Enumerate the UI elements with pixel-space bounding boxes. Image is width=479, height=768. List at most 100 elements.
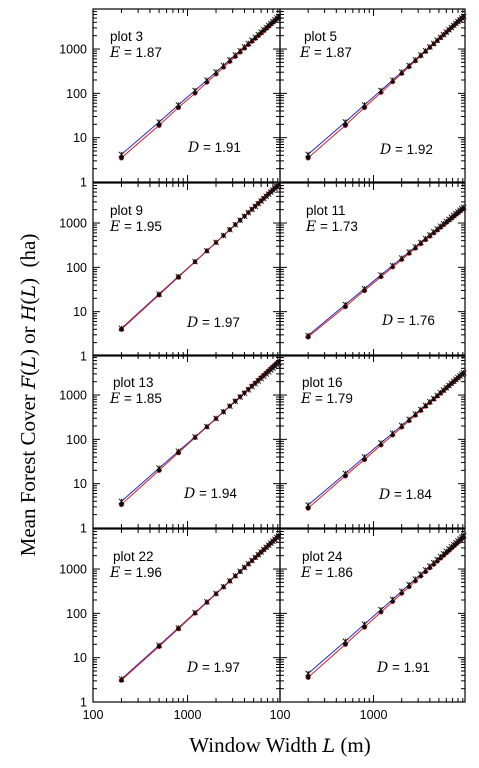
marker-H <box>342 119 349 125</box>
panel-plot-16: plot 16E = 1.79 D = 1.84 <box>279 354 467 529</box>
marker-H <box>412 576 419 582</box>
x-axis-label: Window Width L (m) <box>189 733 370 757</box>
panel-title: plot 16 <box>302 375 343 390</box>
marker-H <box>213 590 219 597</box>
d-number: = 1.91 <box>199 140 241 155</box>
marker-H <box>389 596 396 603</box>
panel-plot-9: 1 10 100 1000 plot 9E = 1.95 D = 1.97 <box>59 182 282 364</box>
d-symbol: D <box>381 313 393 329</box>
marker-H <box>342 470 349 477</box>
e-number: = 1.96 <box>120 565 162 580</box>
e-value: E = 1.73 <box>305 219 358 235</box>
e-symbol: E <box>300 565 311 581</box>
marker-H <box>406 62 413 69</box>
marker-H <box>460 13 467 20</box>
d-symbol: D <box>376 660 388 676</box>
marker-H <box>361 454 368 460</box>
marker-H <box>156 465 163 471</box>
d-value: D = 1.97 <box>186 315 240 331</box>
marker-H <box>156 291 163 297</box>
marker-H <box>203 247 210 254</box>
marker-H <box>175 273 182 280</box>
d-value: D = 1.84 <box>378 487 432 503</box>
d-number: = 1.76 <box>393 313 435 328</box>
y-tick-label: 10 <box>73 477 87 491</box>
marker-H <box>417 239 424 246</box>
d-value: D = 1.94 <box>183 486 237 502</box>
marker-H <box>361 101 368 108</box>
marker-H <box>378 440 384 446</box>
marker-H <box>406 581 413 588</box>
marker-H <box>422 235 429 242</box>
e-symbol: E <box>109 45 120 61</box>
e-value: E = 1.85 <box>109 391 162 407</box>
marker-H <box>412 243 419 250</box>
marker-H <box>220 232 227 239</box>
marker-H <box>232 398 239 405</box>
e-number: = 1.79 <box>311 391 353 406</box>
marker-H <box>406 416 413 423</box>
marker-H <box>232 572 239 579</box>
marker-H <box>118 325 125 332</box>
marker-H <box>226 226 233 233</box>
e-value: E = 1.95 <box>109 219 162 235</box>
marker-H <box>203 77 210 84</box>
marker-H <box>192 87 198 94</box>
e-value: E = 1.79 <box>300 391 353 407</box>
e-symbol: E <box>109 391 120 407</box>
marker-H <box>342 301 349 308</box>
marker-H <box>232 52 239 58</box>
panel-plot-11: plot 11E = 1.73 D = 1.76 <box>279 182 467 357</box>
d-value: D = 1.91 <box>376 660 430 676</box>
marker-H <box>192 433 198 440</box>
panel-plot-5: plot 5E = 1.87 D = 1.92 <box>279 8 467 183</box>
marker-H <box>398 255 405 261</box>
marker-H <box>378 606 384 613</box>
d-symbol: D <box>378 487 390 503</box>
e-symbol: E <box>300 391 311 407</box>
e-symbol: E <box>109 219 120 235</box>
d-symbol: D <box>183 486 195 502</box>
marker-H <box>417 406 424 413</box>
marker-H <box>226 56 233 63</box>
y-tick-label: 100 <box>66 261 87 275</box>
panel-plot-24: 100 1000 plot 24E = 1.86 D = 1.91 <box>270 528 467 722</box>
d-number: = 1.91 <box>388 660 430 675</box>
panel-plot-3: 1 10 100 1000 plot 3E = 1.87 D = 1.91 <box>59 8 282 190</box>
panel-title: plot 11 <box>306 203 346 218</box>
e-symbol: E <box>299 45 310 61</box>
figure-labels: Mean Forest Cover F(L) or H(L) (ha) Wind… <box>16 234 371 757</box>
panel-title: plot 13 <box>113 375 154 390</box>
y-tick-label: 1 <box>80 696 87 710</box>
marker-H <box>398 422 405 429</box>
panel-title: plot 3 <box>110 29 143 44</box>
y-tick-label: 1 <box>80 350 87 364</box>
e-value: E = 1.87 <box>299 45 352 61</box>
marker-H <box>220 62 227 69</box>
marker-H <box>213 239 219 246</box>
marker-H <box>305 151 312 158</box>
marker-H <box>192 258 198 265</box>
marker-H <box>398 588 405 595</box>
marker-H <box>156 642 163 649</box>
marker-H <box>378 272 384 278</box>
d-value: D = 1.91 <box>187 140 241 156</box>
marker-H <box>118 676 125 682</box>
marker-H <box>203 423 210 430</box>
marker-H <box>460 204 467 211</box>
marker-H <box>389 77 396 84</box>
panel-plot-13: 1 10 100 1000 plot 13E = 1.85 D = 1.94 <box>59 354 282 536</box>
marker-H <box>417 52 424 58</box>
marker-H <box>175 448 182 455</box>
marker-H <box>460 532 467 539</box>
e-value: E = 1.96 <box>109 565 162 581</box>
d-symbol: D <box>186 315 198 331</box>
d-number: = 1.84 <box>390 487 432 502</box>
x-tick-label: 100 <box>270 708 291 722</box>
marker-H <box>220 408 227 415</box>
y-tick-label: 1 <box>80 176 87 190</box>
d-number: = 1.92 <box>391 142 433 157</box>
marker-H <box>378 87 384 94</box>
